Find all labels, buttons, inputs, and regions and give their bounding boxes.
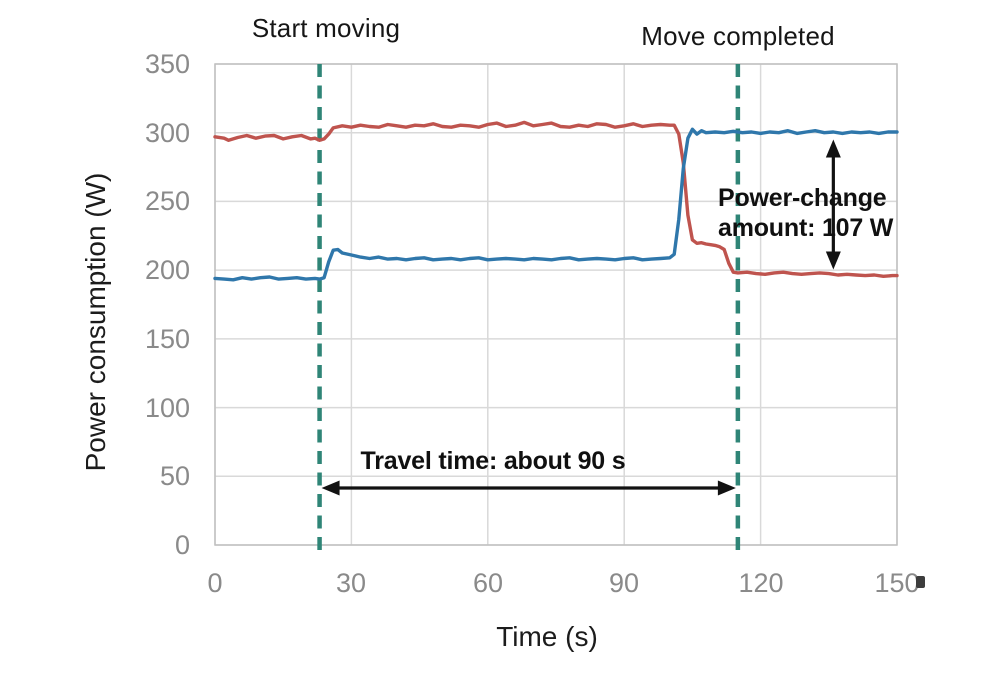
y-tick-300: 300 <box>144 118 190 148</box>
power-change-line1: Power-change <box>718 184 887 212</box>
y-tick-250: 250 <box>144 186 190 216</box>
event-label-move-completed: Move completed <box>641 21 835 51</box>
y-tick-350: 350 <box>144 49 190 79</box>
y-tick-100: 100 <box>144 393 190 423</box>
artifact-mark <box>916 576 925 588</box>
x-tick-120: 120 <box>738 568 784 598</box>
x-tick-150: 150 <box>874 568 920 598</box>
x-tick-90: 90 <box>608 568 640 598</box>
x-tick-30: 30 <box>335 568 367 598</box>
x-tick-0: 0 <box>207 568 223 598</box>
power-change-annotation: Power-change amount: 107 W <box>718 183 893 243</box>
travel-time-annotation: Travel time: about 90 s <box>360 447 626 475</box>
y-tick-150: 150 <box>144 324 190 354</box>
event-label-start-moving: Start moving <box>251 13 401 43</box>
y-tick-0: 0 <box>174 530 190 560</box>
y-axis-title: Power consumption (W) <box>80 172 111 472</box>
y-tick-200: 200 <box>144 255 190 285</box>
x-tick-60: 60 <box>472 568 504 598</box>
y-tick-50: 50 <box>159 461 190 491</box>
power-change-line2: amount: 107 W <box>718 214 894 242</box>
x-axis-title: Time (s) <box>496 621 598 652</box>
